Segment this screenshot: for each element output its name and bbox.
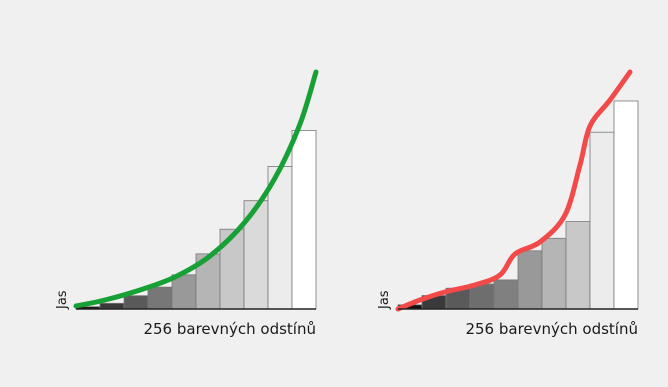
right-bar-8	[565, 221, 591, 310]
right-bar-7	[541, 237, 567, 310]
right-panel: Jas 256 barevných odstínů	[377, 69, 639, 338]
left-bars	[75, 129, 317, 310]
right-bars	[397, 100, 639, 310]
left-y-axis-label: Jas	[55, 290, 70, 310]
right-bar-5	[493, 279, 519, 310]
right-bar-10	[613, 100, 639, 310]
left-bar-3	[123, 295, 149, 310]
right-x-axis-label: 256 barevných odstínů	[465, 320, 638, 338]
left-x-axis-label: 256 barevných odstínů	[143, 320, 316, 338]
left-bar-5	[171, 274, 197, 310]
right-bar-6	[517, 250, 543, 310]
left-bar-4	[147, 286, 173, 310]
left-panel: Jas 256 barevných odstínů	[55, 69, 319, 338]
left-curve	[73, 69, 319, 309]
right-bar-9	[589, 131, 615, 310]
left-bar-10	[291, 129, 317, 310]
right-curve	[395, 69, 633, 312]
left-bar-2	[99, 302, 125, 310]
right-bar-4	[469, 283, 495, 310]
right-y-axis-label: Jas	[377, 290, 392, 310]
